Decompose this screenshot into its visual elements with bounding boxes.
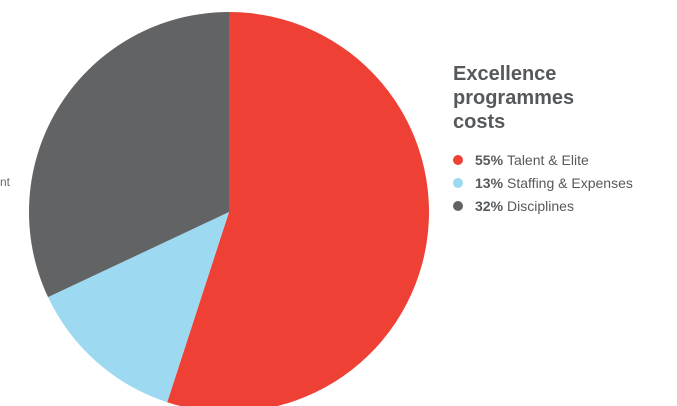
legend-label: Disciplines bbox=[507, 197, 574, 214]
legend-item-talent-elite: 55% Talent & Elite bbox=[453, 148, 673, 171]
legend-label: Talent & Elite bbox=[507, 151, 589, 168]
pie-slice-staffing-expenses bbox=[48, 212, 229, 403]
legend-percent: 55% bbox=[475, 151, 504, 168]
legend-dot-icon bbox=[453, 177, 463, 188]
legend-dot-icon bbox=[453, 200, 463, 211]
legend-dot-icon bbox=[453, 154, 463, 165]
pie-slice-disciplines bbox=[28, 12, 230, 298]
clipped-label-fragment: nt bbox=[0, 175, 11, 189]
legend-list: 55% Talent & Elite 13% Staffing & Expens… bbox=[453, 148, 673, 217]
legend-item-staffing-expenses: 13% Staffing & Expenses bbox=[453, 171, 673, 194]
chart-legend: Excellence programmes costs 55% Talent &… bbox=[453, 62, 673, 217]
legend-percent: 32% bbox=[475, 197, 504, 214]
legend-label: Staffing & Expenses bbox=[507, 174, 633, 191]
legend-percent: 13% bbox=[475, 174, 504, 191]
legend-item-disciplines: 32% Disciplines bbox=[453, 194, 673, 217]
pie-slice-talent-elite bbox=[167, 12, 429, 406]
chart-title: Excellence programmes costs bbox=[453, 63, 575, 133]
